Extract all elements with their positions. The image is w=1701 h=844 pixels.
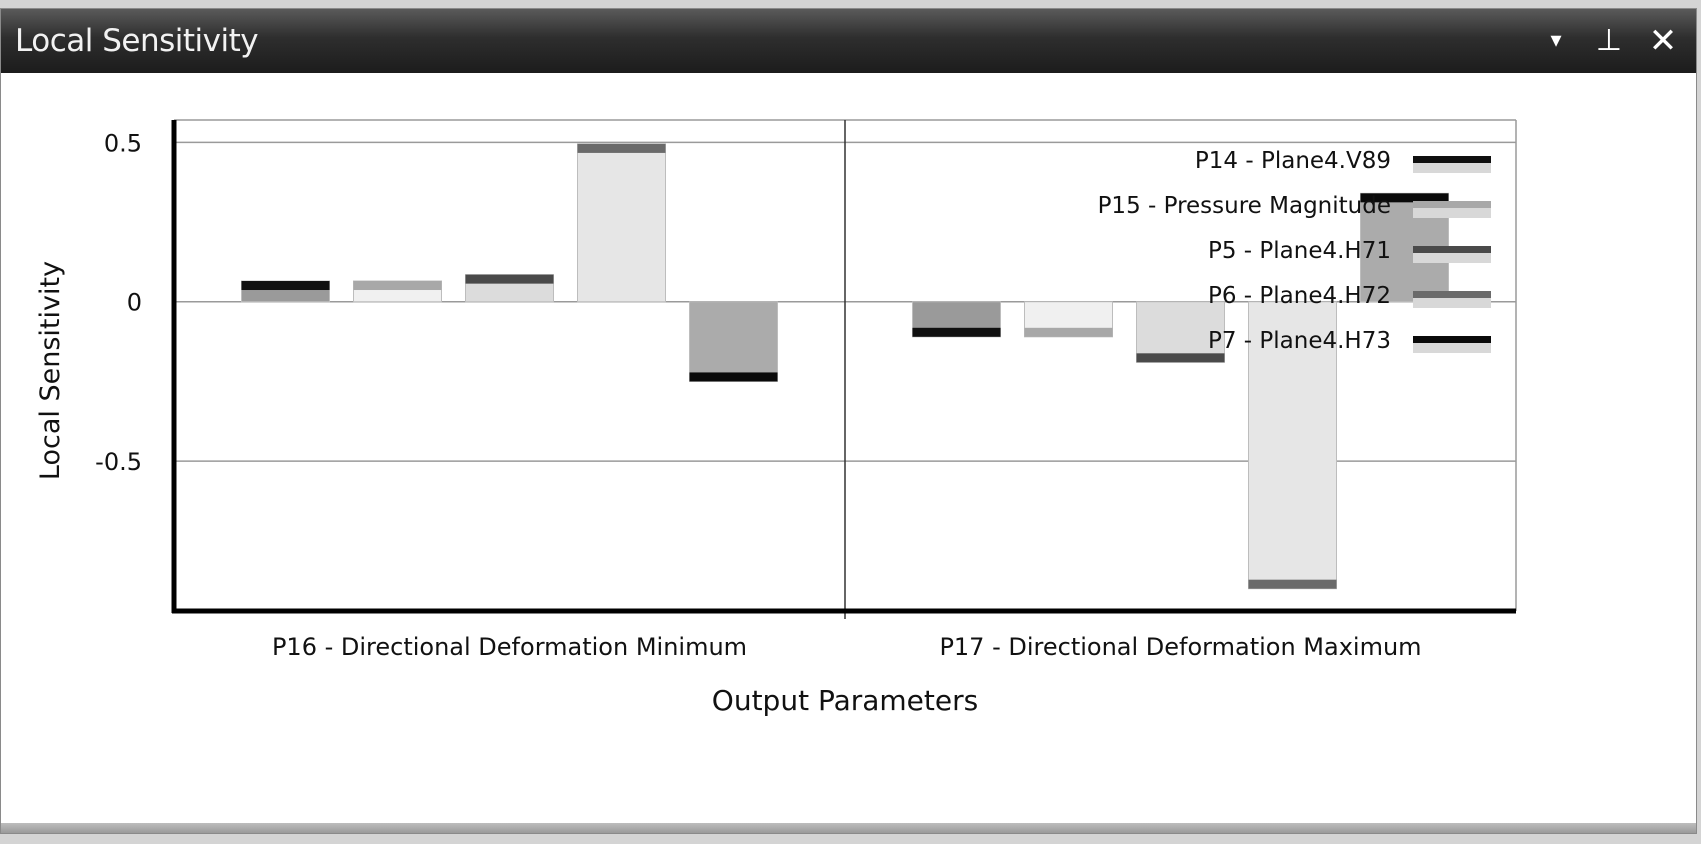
bar-cap-1-2	[353, 281, 442, 291]
bar-cap-1-1	[241, 281, 330, 291]
bar-2-3	[1136, 301, 1225, 363]
local-sensitivity-chart: 0.5 0 -0.5 P16 - Directional Deformation Mi…	[35, 119, 1517, 717]
pin-icon[interactable]: ⊥	[1595, 23, 1623, 58]
legend-swatch-shadow-5	[1413, 343, 1491, 353]
legend-swatch-shadow-3	[1413, 253, 1491, 263]
panel-title: Local Sensitivity	[15, 23, 259, 59]
x-category-label-2: P17 - Directional Deformation Maximum	[939, 633, 1421, 661]
bar-2-4	[1248, 301, 1337, 590]
legend-label-4: P6 - Plane4.H72	[1208, 283, 1391, 309]
bar-cap-2-4	[1248, 579, 1337, 589]
chart-area: 0.5 0 -0.5 P16 - Directional Deformation Mi…	[1, 73, 1696, 833]
legend-swatch-shadow-2	[1413, 208, 1491, 218]
legend-label-2: P15 - Pressure Magnitude	[1098, 193, 1391, 219]
legend-swatch-5	[1413, 336, 1491, 343]
x-category-label-1: P16 - Directional Deformation Minimum	[272, 633, 747, 661]
local-sensitivity-panel: Local Sensitivity ▾ ⊥ ✕ 0.5 0 -0.5 P16 - Di…	[0, 8, 1697, 834]
dropdown-icon[interactable]: ▾	[1550, 28, 1562, 53]
bar-cap-2-2	[1024, 327, 1113, 337]
y-tick-label-1: 0	[127, 289, 142, 317]
bar-cap-1-4	[577, 143, 666, 153]
bar-cap-1-3	[465, 274, 554, 284]
bar-cap-2-5	[1360, 193, 1449, 203]
legend-label-1: P14 - Plane4.V89	[1195, 148, 1391, 174]
panel-title-bar[interactable]: Local Sensitivity ▾ ⊥ ✕	[1, 9, 1696, 73]
legend-swatch-1	[1413, 156, 1491, 163]
legend-label-3: P5 - Plane4.H71	[1208, 238, 1391, 264]
legend-swatch-shadow-4	[1413, 298, 1491, 308]
y-tick-label-0: 0.5	[104, 129, 142, 157]
legend: P14 - Plane4.V89 P15 - Pressure Magnitude…	[1098, 148, 1491, 354]
y-tick-label-2: -0.5	[95, 448, 142, 476]
close-icon[interactable]: ✕	[1648, 21, 1678, 61]
x-axis-title: Output Parameters	[712, 684, 978, 717]
legend-swatch-2	[1413, 201, 1491, 208]
bar-1-5	[689, 301, 778, 382]
bar-1-4	[577, 143, 666, 303]
bar-cap-2-1	[912, 327, 1001, 337]
bar-cap-1-5	[689, 372, 778, 382]
legend-label-5: P7 - Plane4.H73	[1208, 328, 1391, 354]
legend-swatch-3	[1413, 246, 1491, 253]
bar-cap-2-3	[1136, 353, 1225, 363]
legend-swatch-shadow-1	[1413, 163, 1491, 173]
panel-bottom-border	[1, 823, 1696, 833]
y-axis-title: Local Sensitivity	[35, 261, 66, 480]
legend-swatch-4	[1413, 291, 1491, 298]
